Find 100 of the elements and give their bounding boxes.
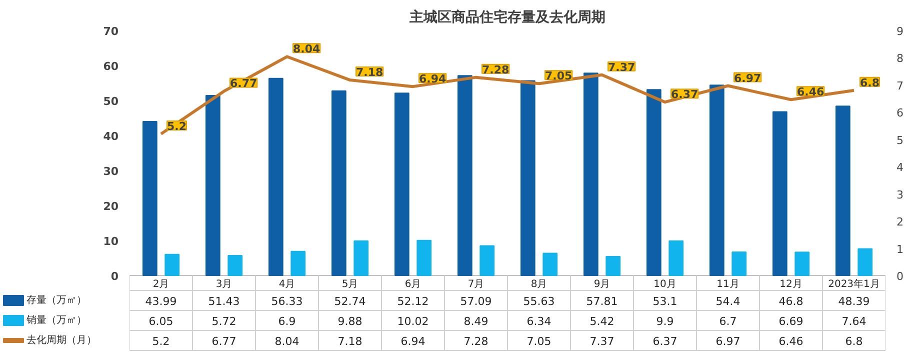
bar [142, 121, 158, 276]
data-label: 7.28 [464, 335, 488, 348]
y-tick-label: 70 [103, 25, 119, 38]
annotation: 8.04 [293, 42, 320, 56]
data-label: 6.8 [845, 335, 863, 348]
x-tick-label: 4月 [278, 279, 296, 290]
line-series [160, 55, 856, 136]
bar [772, 111, 788, 276]
data-label: 8.04 [274, 335, 300, 348]
bar [164, 254, 180, 276]
data-label: 5.2 [152, 335, 170, 348]
annotation: 7.18 [356, 66, 384, 80]
data-label: 48.39 [838, 295, 870, 308]
x-tick-label: 10月 [654, 279, 676, 290]
data-label: 6.97 [716, 335, 740, 348]
x-tick-label: 12月 [780, 279, 802, 290]
x-tick-label: 3月 [216, 279, 232, 290]
bar [394, 92, 410, 276]
data-label: 7.64 [842, 315, 866, 328]
bar [858, 248, 873, 276]
bar [668, 240, 684, 276]
annotation: 6.8 [860, 76, 880, 90]
y2-tick-label: 9 [896, 25, 904, 38]
x-tick-label: 11月 [716, 279, 740, 290]
bar [542, 252, 558, 276]
legend-label: 去化周期（月） [26, 334, 96, 346]
data-label: 52.74 [334, 295, 366, 308]
y2-tick-label: 8 [896, 52, 904, 66]
annotation: 6.97 [734, 72, 762, 85]
annotation: 5.2 [167, 120, 186, 133]
data-label: 6.05 [148, 315, 174, 328]
bar [416, 240, 432, 276]
legend-label: 销量（万㎡） [26, 315, 86, 326]
data-label: 6.7 [719, 315, 737, 328]
chart-title: 主城区商品住宅存量及去化周期 [408, 8, 606, 26]
x-tick-label: 2023年1月 [828, 278, 880, 290]
annotation: 6.46 [797, 86, 824, 99]
bar [331, 90, 346, 276]
data-label: 7.18 [338, 335, 362, 348]
data-label: 51.43 [208, 295, 240, 308]
data-label: 54.4 [716, 295, 740, 308]
y-tick-label: 30 [103, 165, 119, 178]
data-label: 10.02 [397, 315, 429, 328]
bar [646, 89, 662, 276]
x-tick-label: 2月 [152, 279, 170, 290]
y2-tick-label: 3 [896, 188, 904, 202]
annotation: 6.37 [671, 88, 698, 102]
y2-tick-label: 1 [896, 242, 904, 256]
data-label: 55.63 [523, 295, 555, 308]
data-label: 52.12 [397, 295, 429, 308]
annotation: 7.28 [482, 63, 510, 76]
data-label: 5.72 [212, 315, 236, 328]
bar [457, 75, 472, 276]
x-tick-label: 7月 [468, 279, 484, 290]
y2-tick-label: 2 [896, 216, 904, 229]
bar [354, 240, 369, 276]
x-tick-label: 5月 [342, 279, 358, 290]
bar [732, 252, 747, 276]
annotation: 6.94 [419, 72, 446, 86]
bar [290, 250, 306, 276]
data-label: 6.94 [400, 335, 426, 348]
data-label: 6.37 [652, 335, 678, 348]
bar [794, 252, 810, 276]
data-label: 8.49 [464, 315, 488, 328]
data-label: 9.88 [338, 315, 362, 328]
y-tick-label: 20 [103, 200, 119, 213]
annotation: 7.37 [608, 60, 636, 74]
data-label: 6.77 [212, 335, 236, 348]
annotation: 6.77 [230, 77, 258, 90]
y-tick-label: 0 [110, 270, 119, 283]
bar [205, 94, 220, 276]
data-label: 6.69 [778, 315, 804, 328]
data-label: 53.1 [652, 295, 678, 308]
data-label: 6.46 [778, 335, 804, 348]
x-tick-label: 8月 [530, 279, 548, 290]
bar [520, 80, 536, 276]
data-label: 43.99 [145, 295, 177, 308]
y2-tick-label: 0 [896, 270, 904, 283]
bar [606, 256, 621, 276]
data-label: 46.8 [778, 295, 804, 308]
legend-label: 存量（万㎡） [26, 294, 86, 306]
bar [268, 78, 284, 276]
annotation: 7.05 [545, 70, 572, 83]
bar [228, 254, 243, 276]
y2-tick-label: 7 [896, 79, 904, 92]
data-label: 6.9 [278, 315, 296, 328]
data-label: 7.37 [590, 335, 614, 348]
y2-tick-label: 5 [896, 134, 904, 147]
data-label: 7.05 [526, 335, 552, 348]
y2-tick-label: 6 [896, 106, 904, 120]
data-label: 56.33 [271, 295, 303, 308]
y-tick-label: 50 [103, 95, 119, 108]
data-label: 57.81 [586, 295, 618, 308]
bar [709, 84, 724, 276]
y-tick-label: 60 [103, 60, 119, 73]
x-tick-label: 6月 [404, 279, 422, 290]
y-tick-label: 10 [103, 235, 119, 248]
bar [583, 72, 598, 276]
x-tick-label: 9月 [594, 279, 610, 290]
data-label: 5.42 [590, 315, 614, 328]
